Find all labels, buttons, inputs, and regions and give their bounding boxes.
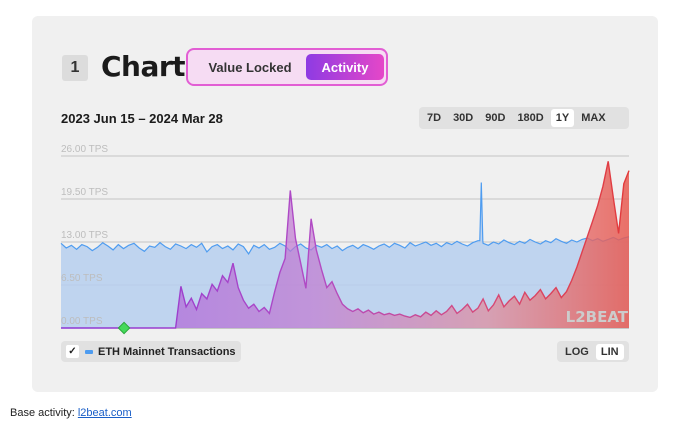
timeframe-selector: 7D 30D 90D 180D 1Y MAX [419, 107, 629, 129]
timeframe-90d[interactable]: 90D [485, 112, 506, 124]
timeframe-7d[interactable]: 7D [427, 112, 442, 124]
y-tick-label: 13.00 TPS [61, 230, 108, 241]
source-caption: Base activity: l2beat.com [10, 407, 132, 419]
source-link[interactable]: l2beat.com [77, 407, 132, 419]
legend-checkbox[interactable]: ✓ [66, 345, 79, 358]
scale-toggle: LOG LIN [557, 341, 629, 362]
scale-log[interactable]: LOG [565, 345, 589, 358]
y-tick-label: 26.00 TPS [61, 144, 108, 155]
timeframe-max[interactable]: MAX [581, 112, 606, 124]
series-start-marker[interactable] [117, 321, 131, 335]
section-number: 1 [62, 55, 88, 81]
legend-label: ETH Mainnet Transactions [98, 345, 236, 358]
value-locked-tab[interactable]: Value Locked [208, 59, 292, 75]
timeframe-30d[interactable]: 30D [453, 112, 474, 124]
watermark: L2BEAT [566, 308, 629, 326]
y-tick-label: 0.00 TPS [61, 316, 103, 327]
y-tick-label: 19.50 TPS [61, 187, 108, 198]
series-eth-area [61, 182, 629, 328]
legend-swatch [85, 349, 93, 354]
y-tick-label: 6.50 TPS [61, 273, 103, 284]
activity-tab[interactable]: Activity [306, 54, 384, 80]
series-l2-line [61, 161, 630, 329]
chart-type-switch: Value Locked Activity [186, 48, 388, 86]
timeframe-1y[interactable]: 1Y [550, 109, 575, 127]
date-range: 2023 Jun 15 – 2024 Mar 28 [61, 111, 223, 126]
timeframe-180d[interactable]: 180D [517, 112, 544, 124]
series-l2-area [61, 161, 629, 328]
scale-lin[interactable]: LIN [595, 343, 624, 360]
series-eth-line [60, 182, 630, 255]
page-title: Chart [101, 50, 186, 83]
legend-item[interactable]: ✓ ETH Mainnet Transactions [61, 341, 241, 362]
source-prefix: Base activity: [10, 407, 78, 419]
